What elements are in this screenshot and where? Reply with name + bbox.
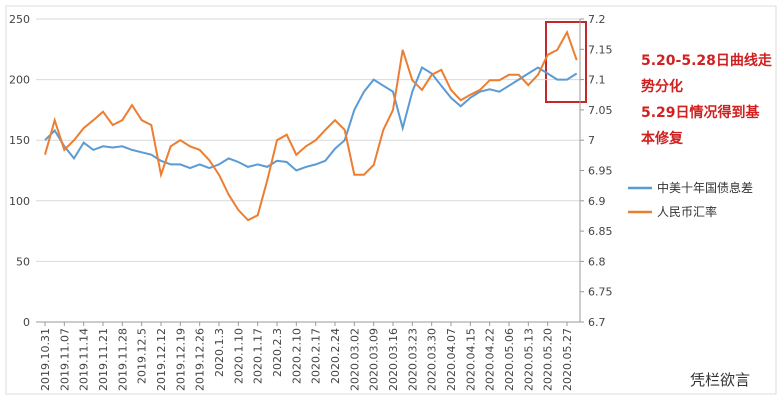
x-tick-label: 2020.1.17 (252, 328, 265, 384)
x-tick-label: 2019.12.12 (155, 328, 168, 391)
series-line (44, 29, 578, 222)
y2-tick-label: 6.9 (588, 195, 606, 208)
y2-tick-label: 6.85 (588, 225, 613, 238)
watermark: 凭栏欲言 (690, 371, 750, 389)
y-tick-label: 50 (16, 255, 30, 268)
y2-tick-label: 6.95 (588, 165, 613, 178)
y2-tick-label: 7.1 (588, 74, 606, 87)
x-tick-label: 2019.10.31 (39, 328, 52, 391)
x-tick-label: 2020.03.02 (348, 328, 361, 391)
x-tick-label: 2020.03.16 (387, 328, 400, 391)
y2-tick-label: 7 (588, 134, 595, 147)
x-tick-label: 2020.05.13 (522, 328, 535, 391)
y-tick-label: 200 (9, 74, 30, 87)
y-tick-label: 150 (9, 134, 30, 147)
series-line (44, 66, 578, 172)
y-tick-label: 0 (23, 316, 30, 329)
x-tick-label: 2019.11.14 (78, 328, 91, 391)
x-tick-label: 2020.2.3 (271, 328, 284, 377)
annotation: 势分化 (641, 78, 683, 95)
x-tick-label: 2019.11.07 (58, 328, 71, 391)
x-tick-label: 2020.2.24 (329, 328, 342, 384)
legend-label: 中美十年国债息差 (657, 180, 753, 195)
x-tick-label: 2020.03.30 (426, 328, 439, 391)
legend-label: 人民币汇率 (657, 204, 717, 219)
x-tick-label: 2020.1.3 (213, 328, 226, 377)
x-tick-label: 2020.04.22 (484, 328, 497, 391)
annotation: 本修复 (641, 130, 684, 147)
x-tick-label: 2020.04.07 (445, 328, 458, 391)
annotation: 5.20-5.28日曲线走 (641, 52, 773, 69)
y2-tick-label: 7.2 (588, 13, 606, 26)
x-tick-label: 2020.04.15 (464, 328, 477, 391)
y2-tick-label: 6.75 (588, 286, 613, 299)
y-tick-label: 100 (9, 195, 30, 208)
y2-tick-label: 7.15 (588, 43, 613, 56)
chart-border (5, 5, 777, 395)
y2-tick-label: 6.7 (588, 316, 606, 329)
y-tick-label: 250 (9, 13, 30, 26)
x-tick-label: 2020.05.06 (503, 328, 516, 391)
x-tick-label: 2019.11.28 (116, 328, 129, 391)
y2-tick-label: 7.05 (588, 104, 613, 117)
highlight-box (545, 21, 587, 103)
x-tick-label: 2020.03.23 (406, 328, 419, 391)
x-tick-label: 2020.03.09 (368, 328, 381, 391)
annotation: 5.29日情况得到基 (641, 104, 761, 121)
y2-tick-label: 6.8 (588, 255, 606, 268)
x-tick-label: 2019.12.26 (194, 328, 207, 391)
x-tick-label: 2019.12.19 (174, 328, 187, 391)
x-tick-label: 2020.05.20 (542, 328, 555, 391)
x-tick-label: 2020.2.17 (310, 328, 323, 384)
x-tick-label: 2019.11.21 (97, 328, 110, 391)
x-tick-label: 2019.12.5 (136, 328, 149, 384)
x-tick-label: 2020.05.27 (561, 328, 574, 391)
x-tick-label: 2020.2.10 (290, 328, 303, 384)
x-tick-label: 2020.1.10 (232, 328, 245, 384)
